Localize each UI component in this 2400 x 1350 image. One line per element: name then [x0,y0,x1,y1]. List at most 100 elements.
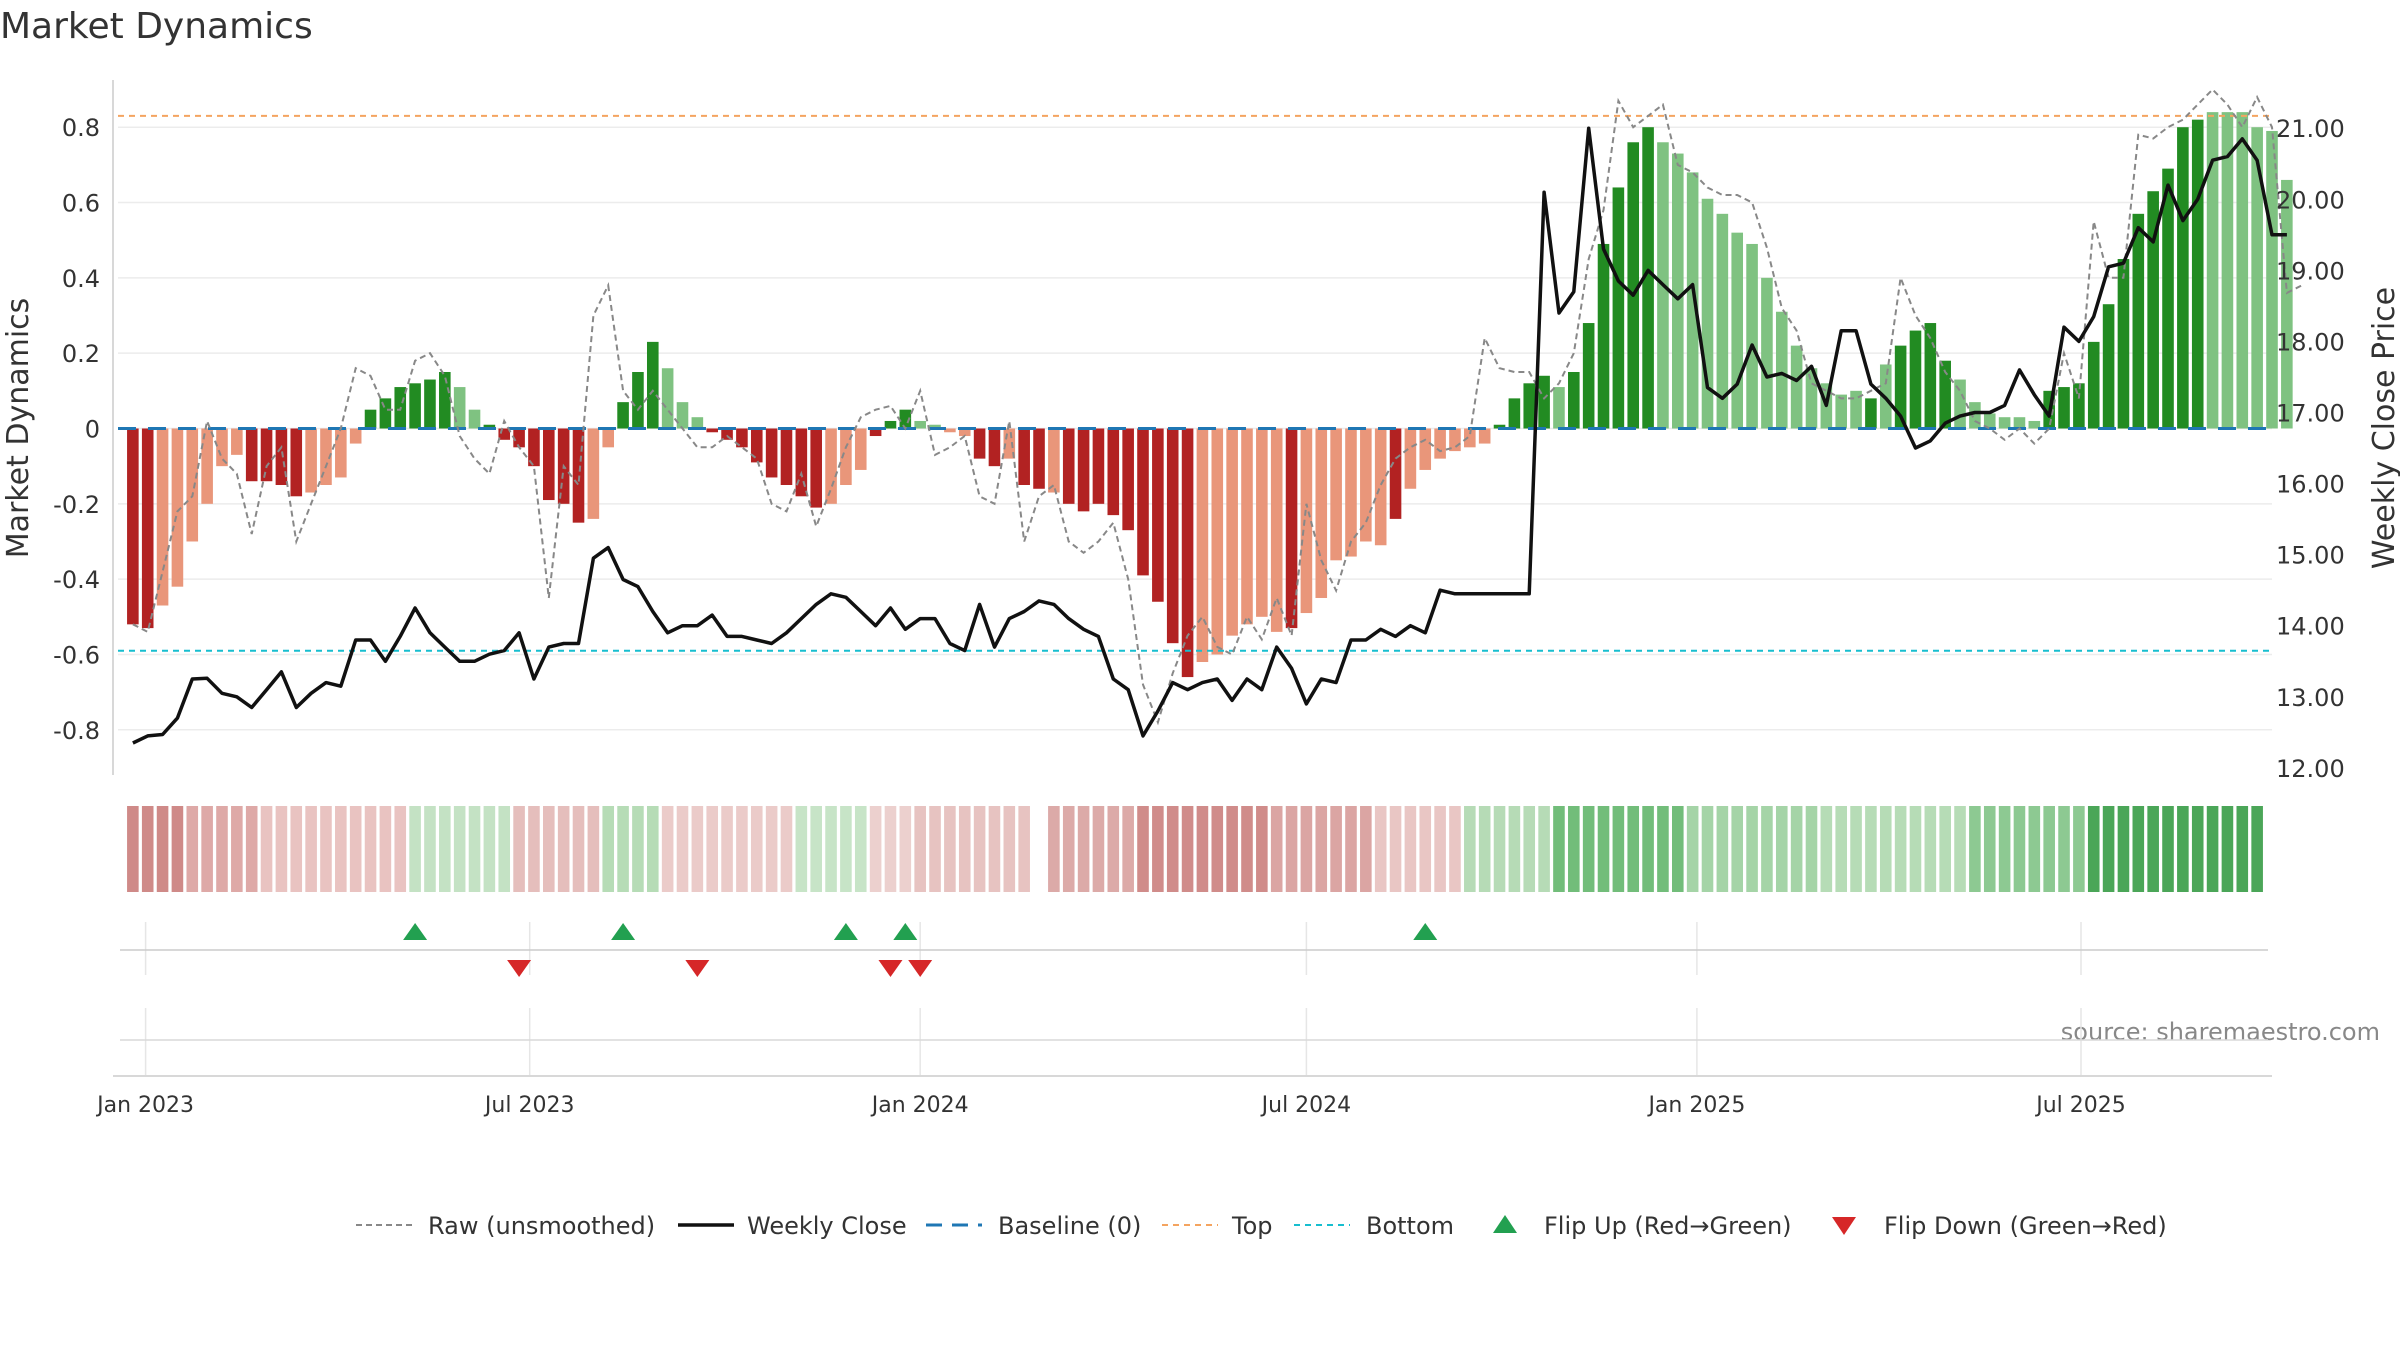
bar [453,387,466,429]
x-tick-label: Jul 2025 [2034,1093,2126,1118]
strip-cell [1152,806,1164,892]
strip-cell [646,806,659,892]
strip-cell [706,806,719,892]
legend-label-close: Weekly Close [747,1212,907,1240]
bar [1107,428,1120,516]
bar [1850,390,1862,429]
flip-up-marker [403,923,428,940]
bar [1330,428,1342,561]
strip-cell [2147,806,2159,892]
bar [2073,383,2085,429]
bar [409,383,421,429]
strip-cell [141,806,154,892]
strip-cell [1241,806,1253,892]
bar [840,428,852,485]
bar [513,428,525,448]
strip-cell [424,806,436,892]
strip-cell [1627,806,1640,892]
bar [1464,428,1476,448]
bar [1998,417,2011,429]
legend-label-flipdown: Flip Down (Green→Red) [1884,1212,2167,1240]
strip-cell [2043,806,2055,892]
strip-cell [305,806,317,892]
bar [795,428,808,497]
bar [2177,127,2189,429]
bar [1969,402,1981,429]
raw-line [132,88,2303,726]
y-tick-left: -0.6 [53,641,100,669]
bar [290,428,303,497]
strip-cell [1122,806,1134,892]
bar [2221,112,2234,429]
strip-cell [379,806,392,892]
x-tick-label: Jul 2024 [1260,1093,1352,1118]
bar [1137,428,1149,576]
bar [2013,417,2026,429]
bar [1315,428,1328,598]
bar [914,420,926,429]
bar [810,428,822,508]
strip-cell [409,806,421,892]
strip-cell [557,806,570,892]
bar [884,420,897,429]
strip-cell [602,806,615,892]
strip-cell [201,806,213,892]
y-tick-left: -0.8 [53,717,100,745]
bar [2281,179,2293,429]
bar [1627,142,1640,429]
y-tick-left: -0.4 [53,566,100,594]
strip-cell [543,806,555,892]
flip-up-marker [611,923,636,940]
strip-cell [1360,806,1372,892]
bar [1671,153,1684,429]
bar [1865,398,1877,429]
bar [1122,428,1134,531]
strip-cell [290,806,303,892]
strip-cell [2058,806,2070,892]
strip-cell [661,806,674,892]
bar [216,428,228,467]
strip-cell [1404,806,1417,892]
strip-cell [2087,806,2100,892]
bar [1300,428,1313,614]
strip-cell [840,806,852,892]
bar [988,428,1001,467]
bar [528,428,540,467]
weekly-close-line [132,126,2287,745]
strip-cell [1062,806,1075,892]
bar [245,428,258,482]
strip-cell [1775,806,1788,892]
strip-cell [1374,806,1387,892]
legend-label-top: Top [1231,1212,1273,1240]
strip-cell [349,806,362,892]
strip-cell [1850,806,1862,892]
strip-cell [1969,806,1981,892]
chart-title: Market Dynamics [0,6,313,47]
strip-cell [1761,806,1773,892]
bar [1775,311,1788,429]
bar [1701,198,1714,429]
strip-cell [1597,806,1610,892]
bar [439,372,451,429]
strip-cell [2236,806,2249,892]
bar [1196,428,1209,663]
bar [1285,428,1298,629]
bar [825,428,837,504]
bar [1568,372,1580,429]
bar [1939,360,1951,429]
bar [1360,428,1372,542]
strip-cell [1612,806,1625,892]
bar [1003,428,1016,459]
bar [2028,420,2041,429]
strip-cell [468,806,481,892]
strip-cell [1657,806,1669,892]
strip-cell [1701,806,1714,892]
bar [1478,428,1491,444]
strip-cell [1820,806,1833,892]
strip-cell [1092,806,1105,892]
y-tick-right: 13.00 [2276,684,2345,712]
bar [1404,428,1417,489]
bar [1374,428,1387,546]
y-tick-left: 0.8 [62,114,100,142]
strip-cell [1315,806,1328,892]
